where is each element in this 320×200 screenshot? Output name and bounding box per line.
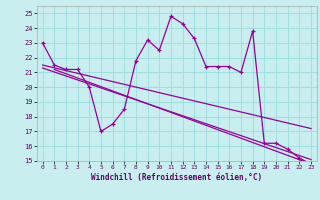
X-axis label: Windchill (Refroidissement éolien,°C): Windchill (Refroidissement éolien,°C) — [91, 173, 262, 182]
